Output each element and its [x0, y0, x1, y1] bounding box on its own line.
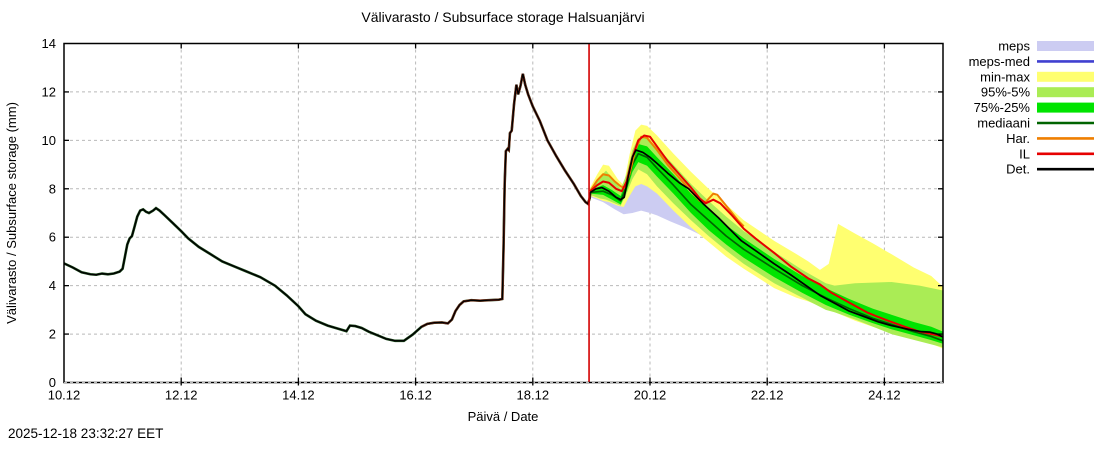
chart-legend: mepsmeps-medmin-max95%-5%75%-25%mediaani… [969, 39, 1094, 177]
legend-label-det: Det. [1006, 162, 1030, 177]
x-tick-label: 22.12 [751, 388, 784, 403]
legend-label-mepsmed: meps-med [969, 54, 1030, 69]
legend-swatch-band [1037, 41, 1094, 51]
band-75-25 [590, 143, 943, 344]
legend-label-har: Har. [1006, 131, 1030, 146]
legend-label-il: IL [1019, 146, 1030, 161]
forecast-bands [590, 124, 944, 349]
y-tick-label: 14 [42, 36, 56, 51]
line-det [589, 149, 944, 338]
legend-swatch-band [1037, 71, 1094, 82]
legend-label-955: 95%-5% [981, 85, 1031, 100]
x-tick-label: 10.12 [48, 388, 81, 403]
y-tick-label: 12 [42, 84, 56, 99]
line-har [589, 135, 745, 228]
history-green-underlay [63, 73, 592, 343]
legend-label-minmax: min-max [980, 69, 1030, 84]
y-tick-label: 10 [42, 133, 56, 148]
history-red-underlay [420, 73, 592, 328]
legend-label-7525: 75%-25% [974, 100, 1031, 115]
y-tick-label: 0 [49, 375, 56, 390]
creation-timestamp: 2025-12-18 23:32:27 EET [8, 426, 163, 441]
legend-label-mediaani: mediaani [977, 116, 1030, 131]
x-tick-label: 18.12 [517, 388, 550, 403]
legend-swatch-band [1037, 102, 1094, 113]
data-lines [63, 73, 944, 343]
history-line [63, 73, 591, 342]
x-axis-label: Päivä / Date [468, 409, 539, 424]
x-axis-tick-labels: 10.12 12.12 14.12 16.12 18.12 20.12 22.12 24.12 [48, 388, 901, 403]
plot-frame-and-ticks [63, 42, 944, 386]
y-tick-label: 8 [49, 181, 56, 196]
y-tick-label: 4 [49, 278, 56, 293]
x-tick-label: 16.12 [399, 388, 432, 403]
x-tick-label: 24.12 [868, 388, 901, 403]
x-tick-label: 14.12 [282, 388, 315, 403]
x-tick-label: 12.12 [165, 388, 198, 403]
y-axis-label: Välivarasto / Subsurface storage (mm) [4, 102, 19, 324]
line-il [589, 134, 944, 338]
y-tick-label: 6 [49, 230, 56, 245]
legend-label-meps: meps [998, 39, 1030, 54]
legend-swatch-band [1037, 87, 1094, 98]
y-axis-tick-labels: 0 2 4 6 8 10 12 14 [42, 36, 56, 390]
y-tick-label: 2 [49, 327, 56, 342]
chart-title: Välivarasto / Subsurface storage Halsuan… [361, 9, 644, 25]
x-tick-label: 20.12 [634, 388, 667, 403]
